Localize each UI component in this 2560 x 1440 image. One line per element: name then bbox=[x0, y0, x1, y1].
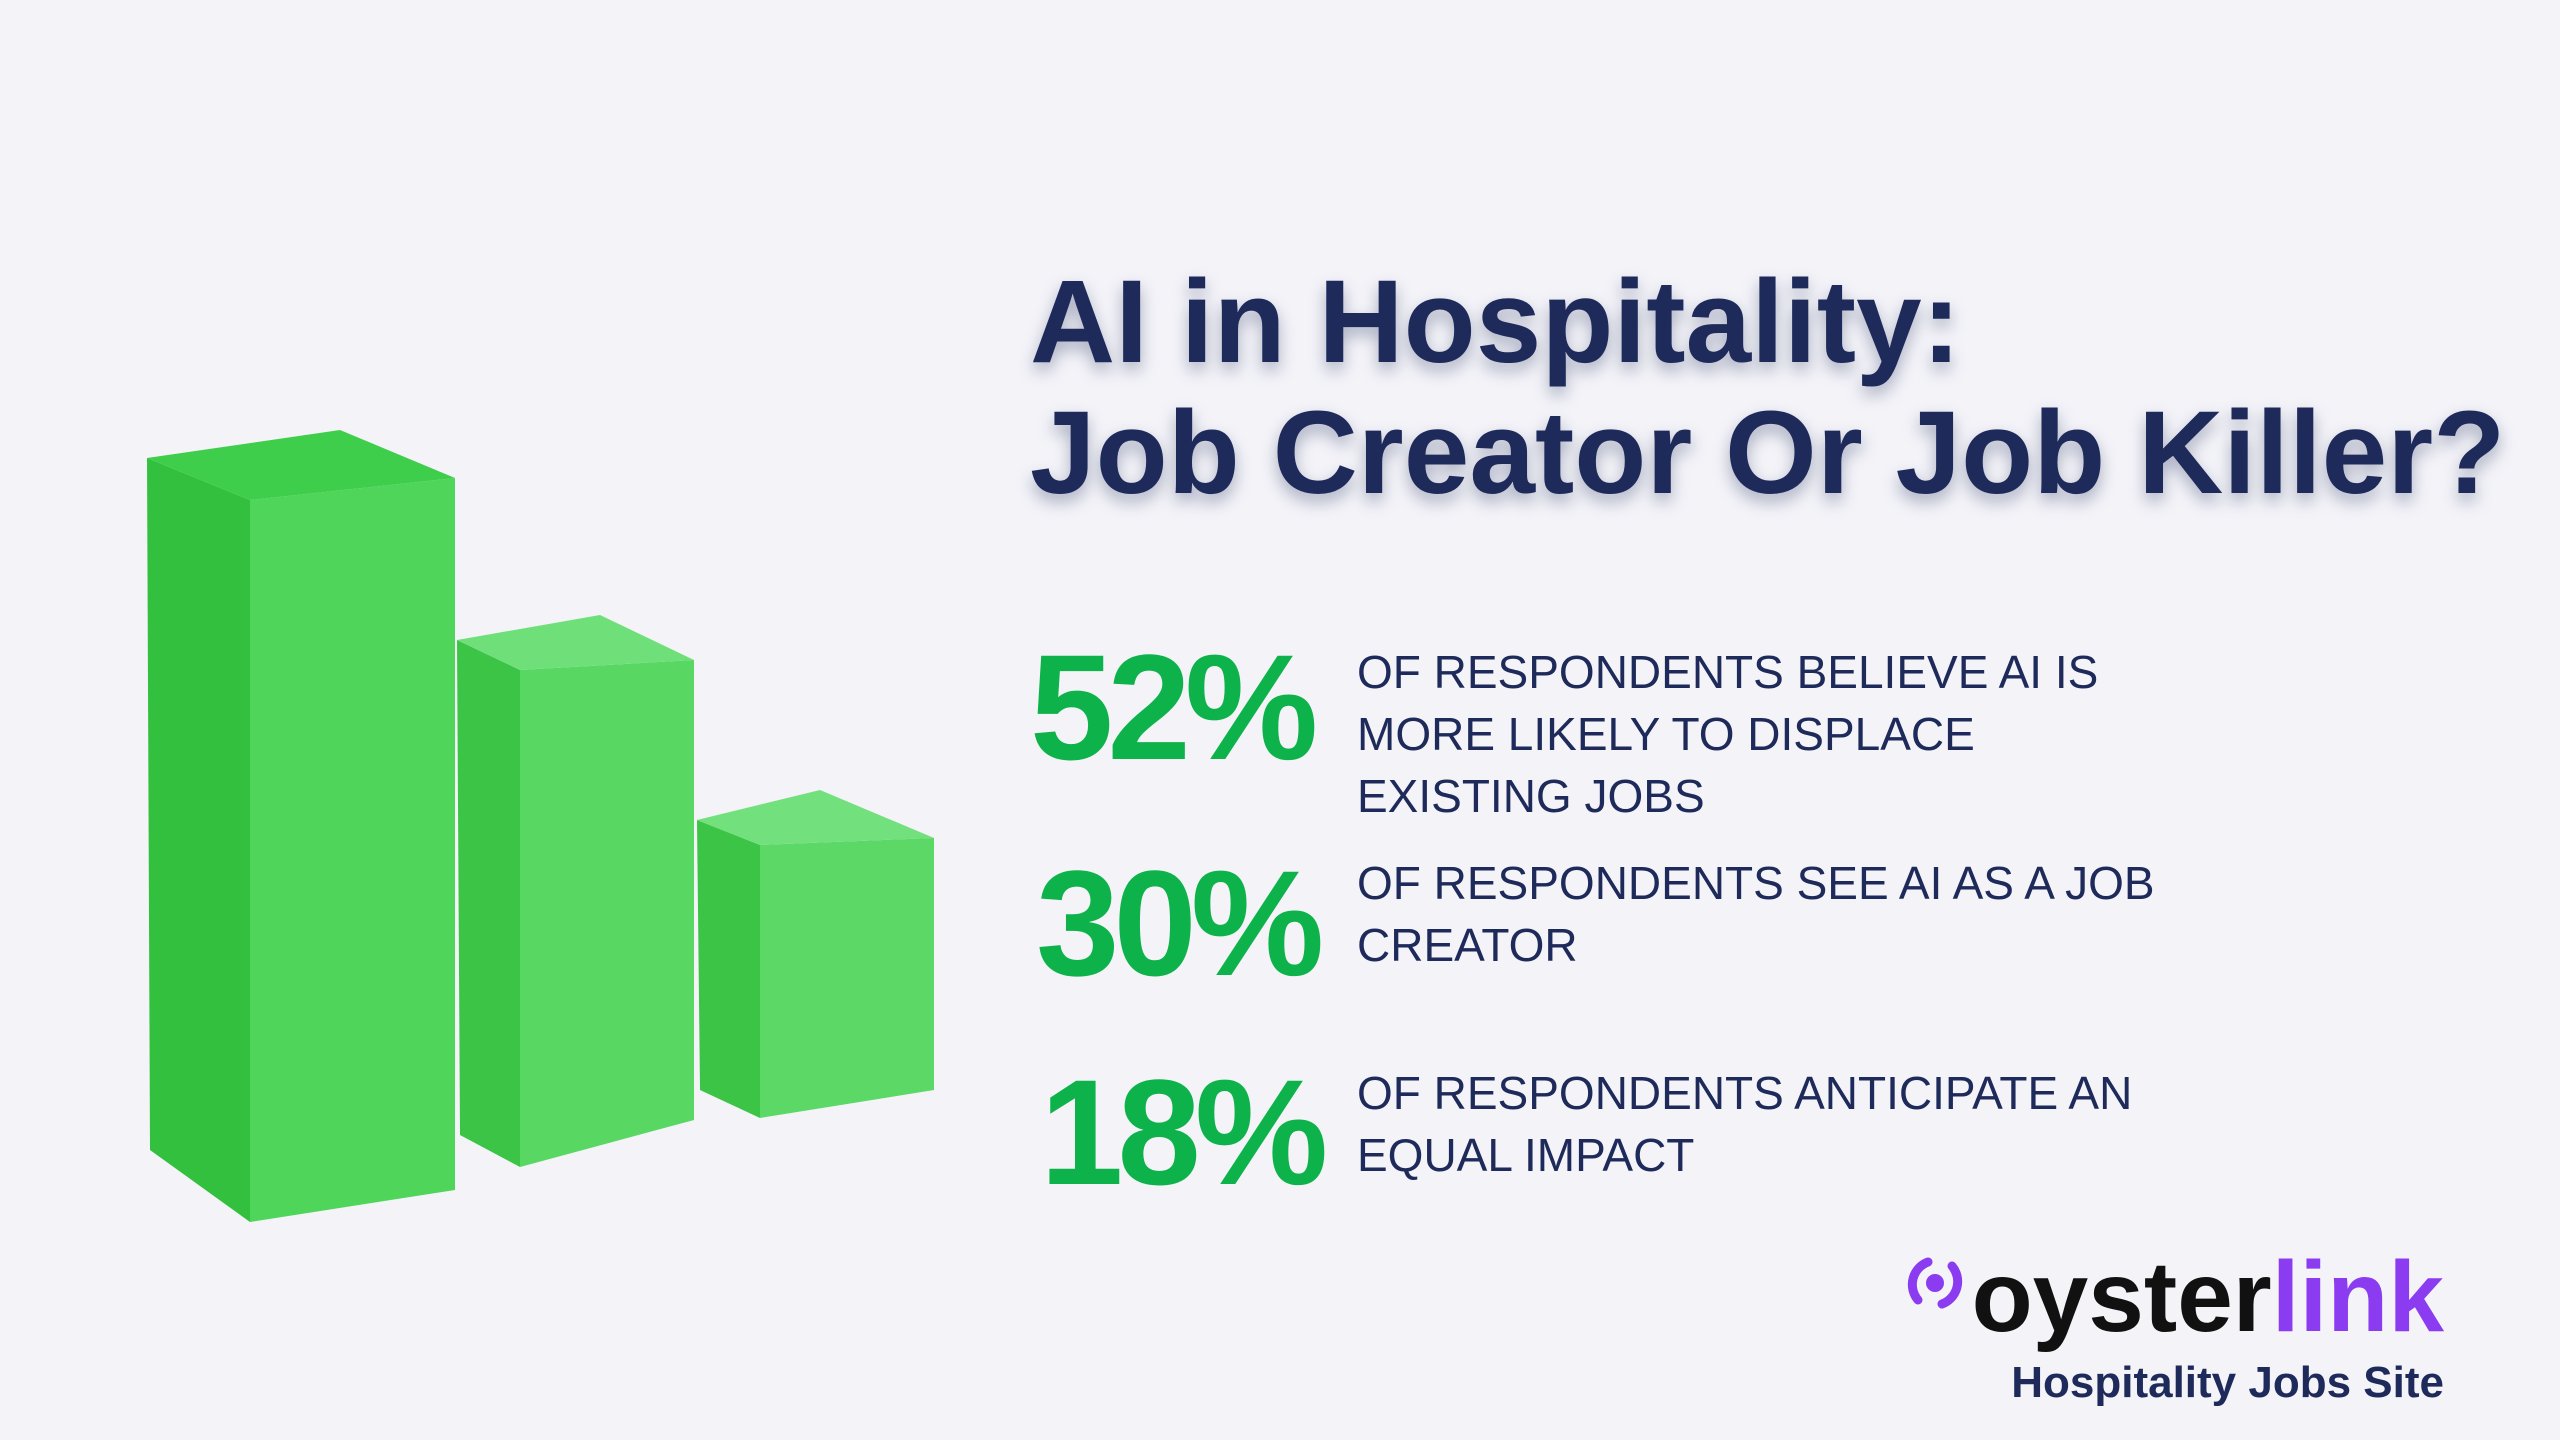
bar-side bbox=[697, 820, 760, 1118]
brand-name: oysterlink bbox=[1972, 1241, 2445, 1353]
stat-text: EQUAL IMPACT bbox=[1357, 1129, 1694, 1181]
title-line: AI in Hospitality: bbox=[1030, 256, 1961, 388]
stat-figure: 30% bbox=[1036, 839, 1321, 1007]
brand-name-accent: link bbox=[2272, 1241, 2445, 1353]
stat-text: EXISTING JOBS bbox=[1357, 770, 1705, 822]
stat-text: OF RESPONDENTS ANTICIPATE AN bbox=[1357, 1067, 2132, 1119]
brand-logo: oysterlink Hospitality Jobs Site bbox=[1907, 1241, 2445, 1407]
logo-dot bbox=[1926, 1274, 1944, 1292]
bar-side bbox=[457, 640, 520, 1167]
title-line: Job Creator Or Job Killer? bbox=[1030, 387, 2505, 519]
bar-front bbox=[250, 478, 455, 1222]
bar-front bbox=[520, 660, 694, 1167]
stat-figure: 18% bbox=[1040, 1048, 1325, 1216]
stat-text: CREATOR bbox=[1357, 919, 1578, 971]
logo-arc bbox=[1907, 1257, 1933, 1305]
stat-text: OF RESPONDENTS SEE AI AS A JOB bbox=[1357, 857, 2155, 909]
bar-illustration bbox=[147, 430, 934, 1222]
bar-top bbox=[697, 790, 934, 845]
stat-text: OF RESPONDENTS BELIEVE AI IS bbox=[1357, 646, 2098, 698]
bar-top bbox=[147, 430, 455, 500]
stat-text: MORE LIKELY TO DISPLACE bbox=[1357, 708, 1975, 760]
logo-arc bbox=[1937, 1261, 1963, 1309]
bar-front bbox=[760, 838, 934, 1118]
brand-name-dark: oyster bbox=[1972, 1241, 2272, 1353]
bar-side bbox=[147, 458, 250, 1222]
brand-tagline: Hospitality Jobs Site bbox=[2011, 1358, 2444, 1407]
stat-figure: 52% bbox=[1030, 623, 1315, 791]
bar-top bbox=[457, 615, 694, 670]
